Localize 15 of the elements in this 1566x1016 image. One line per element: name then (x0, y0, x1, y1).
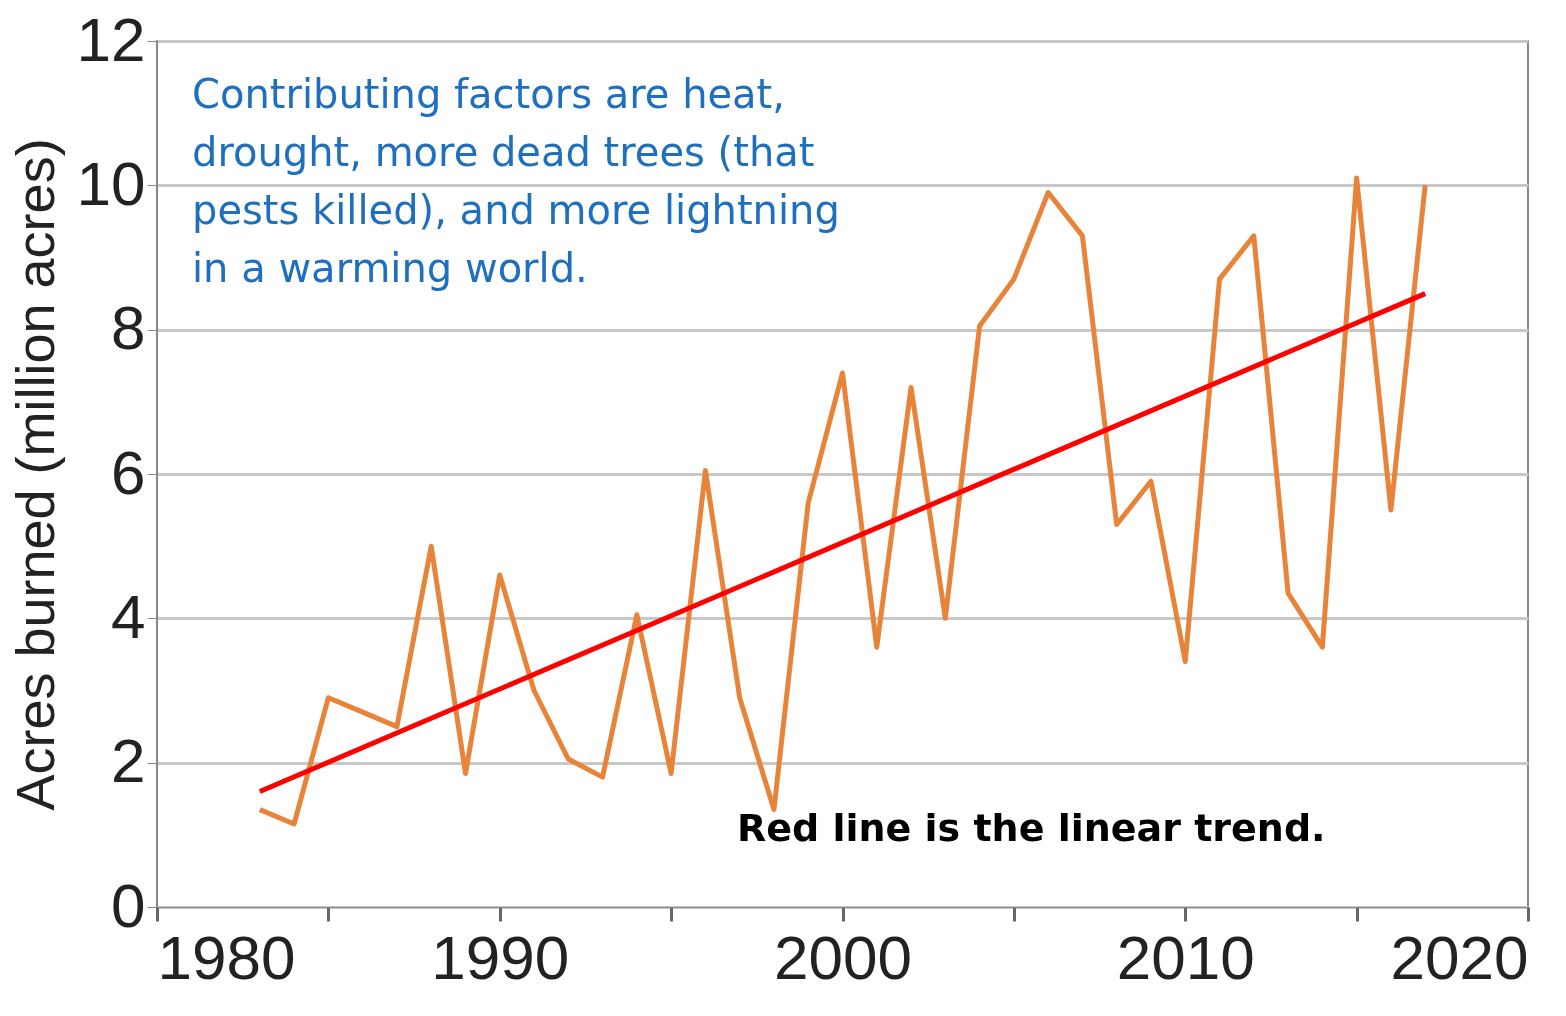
y-axis-title: Acres burned (million acres) (4, 138, 65, 811)
x-tick-label: 1990 (431, 922, 570, 992)
x-tick-label: 2010 (1116, 922, 1255, 992)
y-tick-label: 0 (111, 870, 146, 940)
y-tick-label: 12 (76, 4, 146, 74)
y-tick-label: 10 (76, 148, 146, 218)
x-tick-label: 2020 (1390, 922, 1529, 992)
y-tick-label: 8 (111, 293, 146, 363)
x-tick-label: 1980 (157, 922, 296, 992)
y-tick-label: 2 (111, 726, 146, 796)
y-tick-label: 6 (111, 437, 146, 507)
annotation: Red line is the linear trend. (737, 806, 1326, 850)
x-tick-label: 2000 (774, 922, 912, 992)
annotation: Contributing factors are heat, drought, more dead trees (that pests killed), and more lightning in a warming world. (192, 71, 840, 291)
y-tick-label: 4 (111, 581, 146, 651)
